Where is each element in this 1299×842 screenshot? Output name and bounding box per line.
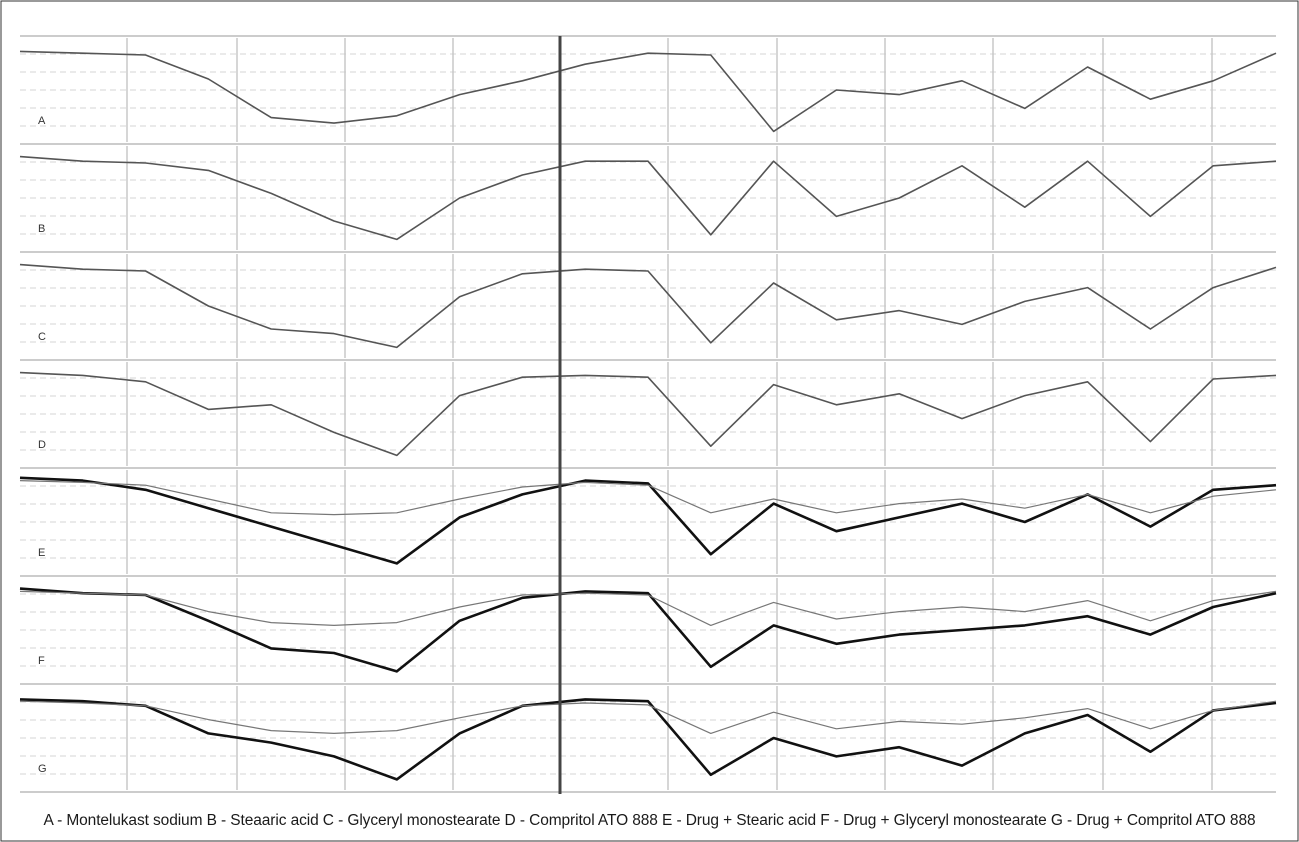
- spectrum-trace-drug-mixture: [19, 587, 1277, 673]
- figure-caption: A - Montelukast sodium B - Steaaric acid…: [43, 812, 1256, 829]
- spectrum-trace-reference: [19, 590, 1277, 627]
- panel-label: F: [38, 655, 45, 667]
- panel-g: G: [19, 683, 1277, 790]
- panel-label: D: [38, 439, 46, 451]
- panel-label: A: [38, 115, 46, 127]
- panel-label: E: [38, 547, 45, 559]
- spectrum-trace: [19, 263, 1277, 349]
- spectrum-trace: [19, 371, 1277, 457]
- spectrum-trace-drug-mixture: [19, 698, 1277, 781]
- panel-label: C: [38, 331, 46, 343]
- spectra-panels: A B C D E F G: [19, 35, 1277, 793]
- spectrum-trace-reference: [19, 480, 1277, 516]
- panel-e: E: [19, 467, 1277, 574]
- panel-d: D: [19, 359, 1277, 466]
- panel-label: G: [38, 763, 47, 775]
- spectrum-trace: [19, 50, 1277, 133]
- panel-c: C: [19, 251, 1277, 358]
- panel-label: B: [38, 223, 45, 235]
- spectrum-trace-reference: [19, 700, 1277, 735]
- spectrum-trace-drug-mixture: [19, 476, 1277, 565]
- panel-f: F: [19, 575, 1277, 682]
- panel-b: B: [19, 143, 1277, 250]
- panel-a: A: [19, 35, 1277, 142]
- spectrum-trace: [19, 155, 1277, 241]
